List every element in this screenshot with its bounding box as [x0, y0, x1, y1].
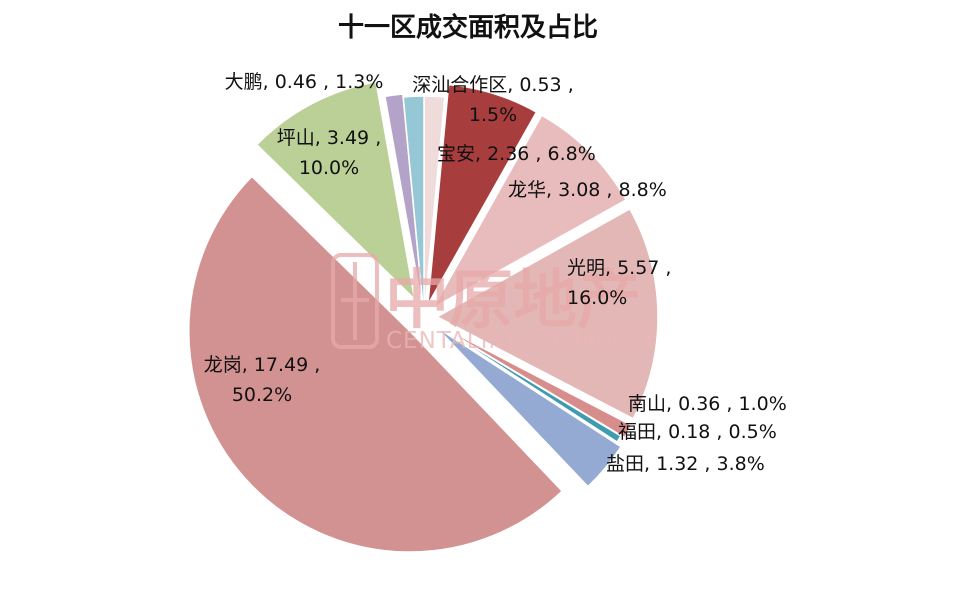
centaline-seal-icon	[331, 253, 379, 349]
data-label-宝安: 宝安, 2.36 , 6.8%	[437, 143, 596, 165]
chart-title: 十一区成交面积及占比	[338, 12, 598, 43]
pie-slice-龙华	[431, 114, 628, 310]
data-label-龙岗: 龙岗, 17.49 , 50.2%	[204, 354, 321, 406]
pie-slice-宝安	[427, 83, 538, 305]
pie-slice-龙岗	[188, 175, 564, 553]
data-label-深汕合作区: 深汕合作区, 0.53 , 1.5%	[412, 74, 573, 126]
pie-labels: 深汕合作区, 0.53 , 1.5% 宝安, 2.36 , 6.8% 龙华, 3.08…	[204, 71, 787, 475]
data-label-龙华: 龙华, 3.08 , 8.8%	[508, 179, 667, 201]
pie-slice-南山	[434, 322, 633, 439]
data-label-光明: 光明, 5.57 , 16.0%	[567, 257, 671, 309]
pie-slice-盐田	[435, 325, 623, 488]
pie-slice-坪山	[255, 80, 416, 302]
data-label-福田: 福田, 0.18 , 0.5%	[618, 421, 777, 443]
pie-slices	[188, 80, 659, 553]
watermark-text-en: CENTALINE PROPERTY	[386, 328, 657, 354]
data-label-盐田: 盐田, 1.32 , 3.8%	[606, 453, 765, 475]
centaline-watermark: 中原地产 CENTALINE PROPERTY	[331, 253, 657, 354]
pie-slice-unlabeled	[402, 95, 425, 318]
data-label-坪山: 坪山, 3.49 , 10.0%	[277, 127, 381, 179]
watermark-text-cn: 中原地产	[385, 264, 641, 338]
pie-slice-光明	[435, 207, 659, 420]
pie-slice-福田	[431, 321, 622, 444]
data-label-大鹏: 大鹏, 0.46 , 1.3%	[225, 71, 384, 93]
data-label-南山: 南山, 0.36 , 1.0%	[628, 393, 787, 415]
pie-slice-大鹏	[384, 93, 425, 315]
